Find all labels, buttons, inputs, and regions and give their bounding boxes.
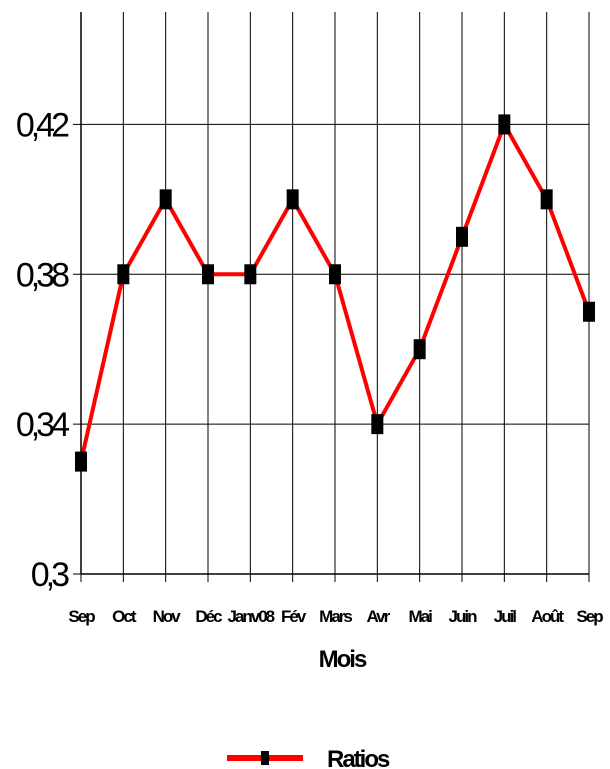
data-point (117, 264, 130, 285)
data-point (75, 451, 87, 472)
data-point (456, 226, 468, 247)
data-point (498, 114, 511, 135)
x-tick-label: Sep (68, 607, 95, 626)
y-tick-label: 0,38 (16, 256, 69, 294)
data-point (583, 301, 595, 322)
x-tick-label: Mai (408, 607, 432, 626)
data-point (413, 339, 426, 360)
legend: Ratios (227, 746, 392, 769)
x-tick-labels: Sep Oct Nov Déc Janv08 Fév Mars Avr Mai Juin Juil A… (68, 607, 605, 626)
y-tick-labels: 0,3 0,34 0,38 0,42 (16, 106, 73, 594)
x-axis-title: Mois (319, 646, 367, 673)
y-tick-label: 0,34 (16, 406, 69, 444)
x-tick-label: Nov (153, 607, 182, 626)
data-point (286, 189, 299, 210)
data-point (540, 189, 553, 210)
x-tick-label: Mars (319, 607, 352, 626)
data-point (202, 264, 214, 285)
axes (73, 12, 590, 582)
y-tick-label: 0,3 (31, 556, 69, 594)
data-point (159, 189, 172, 210)
data-point (371, 414, 384, 435)
series-ratios (75, 114, 595, 472)
data-point (244, 264, 257, 285)
x-tick-label: Juil (494, 607, 517, 626)
grid (81, 12, 590, 574)
x-tick-label: Janv08 (227, 607, 274, 626)
legend-label: Ratios (327, 746, 390, 769)
x-tick-label: Oct (112, 607, 137, 626)
y-tick-label: 0,42 (16, 106, 69, 144)
data-point (329, 264, 341, 285)
x-tick-label: Déc (195, 607, 222, 626)
x-tick-label: Avr (366, 607, 390, 626)
x-tick-label: Sep (576, 607, 603, 626)
x-tick-label: Fév (281, 607, 307, 626)
legend-marker (261, 751, 269, 765)
x-tick-label: Août (531, 607, 564, 626)
x-tick-label: Juin (449, 607, 478, 626)
